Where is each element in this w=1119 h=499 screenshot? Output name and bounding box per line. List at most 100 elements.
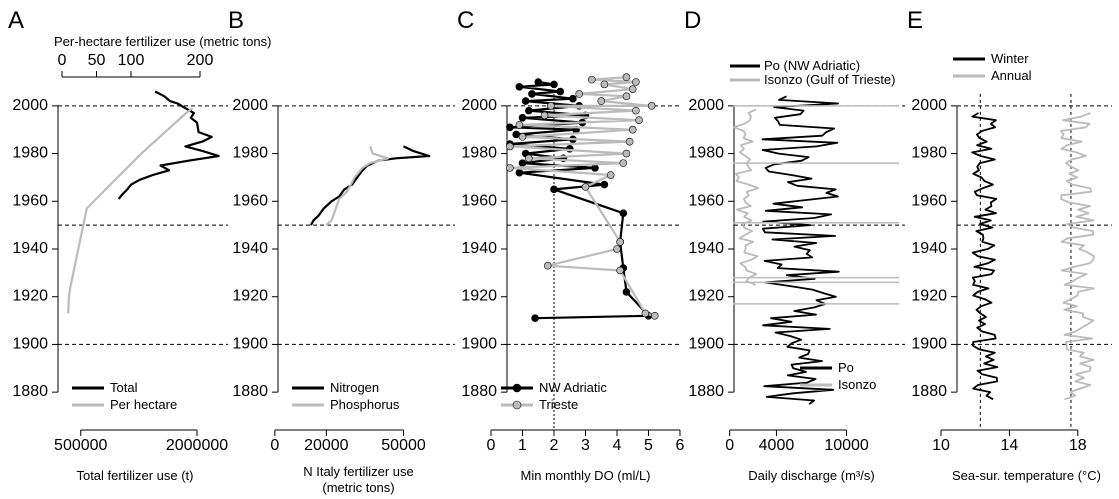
x-tick-label: 10 bbox=[932, 437, 950, 454]
legend-label: Per hectare bbox=[110, 397, 177, 412]
series-nw-adriatic-point bbox=[600, 180, 609, 189]
series-trieste-point bbox=[597, 97, 606, 105]
x-tick-label: 2 bbox=[550, 437, 559, 454]
series-trieste-point bbox=[506, 164, 514, 172]
top-x-axis-label: Per-hectare fertilizer use (metric tons) bbox=[54, 34, 271, 49]
x-tick-label: 2000000 bbox=[166, 437, 228, 454]
series-trieste-point bbox=[641, 309, 650, 318]
y-tick-label: 1940 bbox=[911, 240, 947, 257]
y-tick-label: 1940 bbox=[688, 240, 724, 257]
y-tick-label: 1880 bbox=[12, 383, 48, 400]
series-trieste-point bbox=[650, 311, 659, 320]
legend-label: Total bbox=[110, 380, 138, 395]
series-trieste-point bbox=[581, 183, 590, 191]
y-tick-label: 1980 bbox=[12, 145, 48, 162]
top-x-tick-label: 200 bbox=[187, 52, 214, 69]
series-trieste-point bbox=[628, 125, 637, 134]
series-nw-adriatic-point bbox=[518, 159, 527, 167]
series-trieste-point bbox=[587, 75, 596, 84]
y-tick-label: 1920 bbox=[232, 288, 268, 305]
y-tick-label: 2000 bbox=[461, 97, 497, 114]
y-tick-label: 1940 bbox=[232, 240, 268, 257]
series-nw-adriatic-point bbox=[524, 106, 533, 115]
series-trieste-point bbox=[625, 137, 634, 146]
panel-c: C 1880 1900 1920 1940 1960 1980 2000 0 1 2 3 4 5 6 Min … bbox=[457, 7, 685, 483]
panel-d: D 1880 1900 1920 1940 1960 1980 2000 0 4000 10000 D… bbox=[684, 7, 905, 483]
x-tick-label: 0 bbox=[725, 437, 734, 454]
series-trieste-point bbox=[635, 116, 643, 124]
series-nw-adriatic-point bbox=[515, 168, 524, 177]
panel-e: E 1880 1900 1920 1940 1960 1980 2000 10 14 18 Sea-s… bbox=[907, 7, 1112, 483]
x-tick-label: 6 bbox=[676, 437, 685, 454]
panel-label: B bbox=[228, 7, 244, 34]
x-tick-label: 500000 bbox=[54, 437, 107, 454]
legend-label: Po bbox=[838, 360, 854, 375]
panel-label: A bbox=[8, 7, 24, 34]
series-nw-adriatic-point bbox=[528, 90, 536, 98]
series-trieste-point bbox=[616, 238, 624, 246]
y-tick-label: 1880 bbox=[232, 383, 268, 400]
y-tick-label: 1880 bbox=[688, 383, 724, 400]
series-trieste-point bbox=[622, 149, 631, 158]
series-annual-line bbox=[1060, 112, 1095, 401]
legend-top-label: Isonzo (Gulf of Trieste) bbox=[764, 72, 896, 87]
series-per-hectare-line bbox=[67, 107, 194, 314]
series-nw-adriatic-point bbox=[556, 87, 565, 96]
series-nw-adriatic-point bbox=[550, 185, 558, 194]
series-trieste-point bbox=[619, 159, 628, 167]
series-nw-adriatic-point bbox=[622, 288, 631, 296]
series-nw-adriatic-point bbox=[531, 314, 539, 322]
series-trieste-point bbox=[540, 111, 549, 120]
y-tick-label: 1940 bbox=[12, 240, 48, 257]
series-trieste-point bbox=[616, 266, 624, 275]
y-tick-label: 1980 bbox=[232, 145, 268, 162]
series-phosphorus-line bbox=[325, 146, 390, 226]
series-trieste-point bbox=[606, 171, 615, 179]
x-tick-label: 3 bbox=[581, 437, 590, 454]
x-axis-label-line2: (metric tons) bbox=[322, 480, 394, 495]
series-nw-adriatic-point bbox=[506, 123, 514, 132]
y-tick-label: 1960 bbox=[12, 192, 48, 209]
legend-label: Isonzo bbox=[838, 377, 876, 392]
series-trieste-point bbox=[547, 102, 555, 110]
series-nw-adriatic-point bbox=[534, 78, 543, 86]
y-tick-label: 1960 bbox=[911, 192, 947, 209]
y-tick-label: 1900 bbox=[911, 335, 947, 352]
series-nw-adriatic-point bbox=[619, 209, 628, 218]
series-nw-adriatic-point bbox=[518, 113, 527, 122]
x-tick-label: 5 bbox=[644, 437, 653, 454]
x-tick-label: 20000 bbox=[304, 437, 349, 454]
x-tick-label: 10000 bbox=[824, 437, 869, 454]
y-tick-label: 1920 bbox=[461, 288, 497, 305]
y-tick-label: 2000 bbox=[911, 97, 947, 114]
y-tick-label: 1880 bbox=[911, 383, 947, 400]
series-trieste-point bbox=[647, 102, 656, 110]
y-tick-label: 1960 bbox=[232, 192, 268, 209]
y-tick-label: 1900 bbox=[688, 335, 724, 352]
x-tick-label: 50000 bbox=[381, 437, 426, 454]
x-axis-label: Daily discharge (m³/s) bbox=[748, 468, 874, 483]
y-tick-label: 1980 bbox=[911, 145, 947, 162]
y-tick-label: 1920 bbox=[911, 288, 947, 305]
y-tick-label: 1960 bbox=[461, 192, 497, 209]
y-tick-label: 1900 bbox=[12, 335, 48, 352]
series-trieste-point bbox=[632, 106, 640, 115]
x-tick-label: 1 bbox=[518, 437, 527, 454]
series-nw-adriatic-point bbox=[521, 97, 530, 105]
y-tick-label: 1900 bbox=[461, 335, 497, 352]
series-winter-line bbox=[971, 112, 999, 401]
y-tick-label: 1940 bbox=[461, 240, 497, 257]
legend-label: Annual bbox=[991, 68, 1032, 83]
series-nw-adriatic-point bbox=[550, 80, 558, 89]
legend-label: Phosphorus bbox=[330, 397, 400, 412]
top-x-tick-label: 50 bbox=[88, 52, 106, 69]
legend-marker bbox=[512, 383, 522, 393]
series-trieste-point bbox=[543, 261, 552, 270]
x-tick-label: 4000 bbox=[759, 437, 795, 454]
legend-label: Winter bbox=[991, 51, 1029, 66]
series-trieste-point bbox=[613, 245, 621, 253]
y-tick-label: 1920 bbox=[688, 288, 724, 305]
